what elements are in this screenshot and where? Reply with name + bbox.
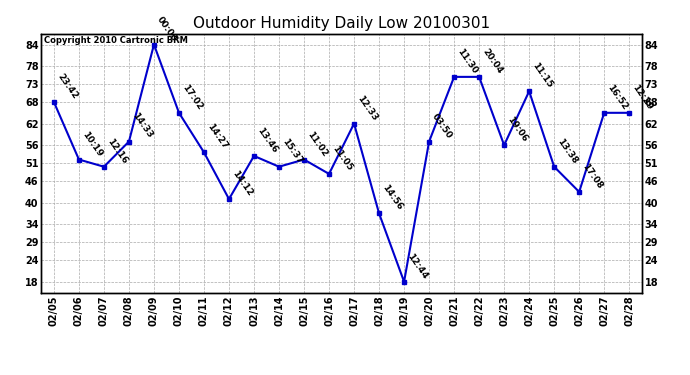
- Text: 13:46: 13:46: [255, 126, 279, 154]
- Text: 12:29: 12:29: [631, 83, 654, 111]
- Text: 11:02: 11:02: [306, 130, 329, 158]
- Text: 10:19: 10:19: [80, 129, 104, 158]
- Text: 14:27: 14:27: [206, 122, 229, 151]
- Text: 13:38: 13:38: [555, 137, 580, 165]
- Text: 17:02: 17:02: [180, 83, 204, 111]
- Text: 17:08: 17:08: [580, 162, 604, 190]
- Text: 14:12: 14:12: [230, 169, 254, 198]
- Text: 19:06: 19:06: [506, 115, 529, 144]
- Text: 11:15: 11:15: [531, 61, 554, 90]
- Text: Copyright 2010 Cartronic BRM: Copyright 2010 Cartronic BRM: [44, 36, 188, 45]
- Text: 15:37: 15:37: [280, 136, 304, 165]
- Text: 14:33: 14:33: [130, 111, 154, 140]
- Text: 03:50: 03:50: [431, 112, 454, 140]
- Text: 12:33: 12:33: [355, 94, 380, 122]
- Text: 12:44: 12:44: [406, 252, 429, 280]
- Text: 16:52: 16:52: [606, 83, 629, 111]
- Text: 14:56: 14:56: [380, 183, 404, 212]
- Text: 20:04: 20:04: [480, 47, 504, 75]
- Text: 12:16: 12:16: [106, 137, 129, 165]
- Text: 11:05: 11:05: [331, 144, 354, 172]
- Title: Outdoor Humidity Daily Low 20100301: Outdoor Humidity Daily Low 20100301: [193, 16, 490, 31]
- Text: 11:30: 11:30: [455, 47, 480, 75]
- Text: 00:00: 00:00: [155, 15, 179, 43]
- Text: 23:42: 23:42: [55, 72, 79, 100]
